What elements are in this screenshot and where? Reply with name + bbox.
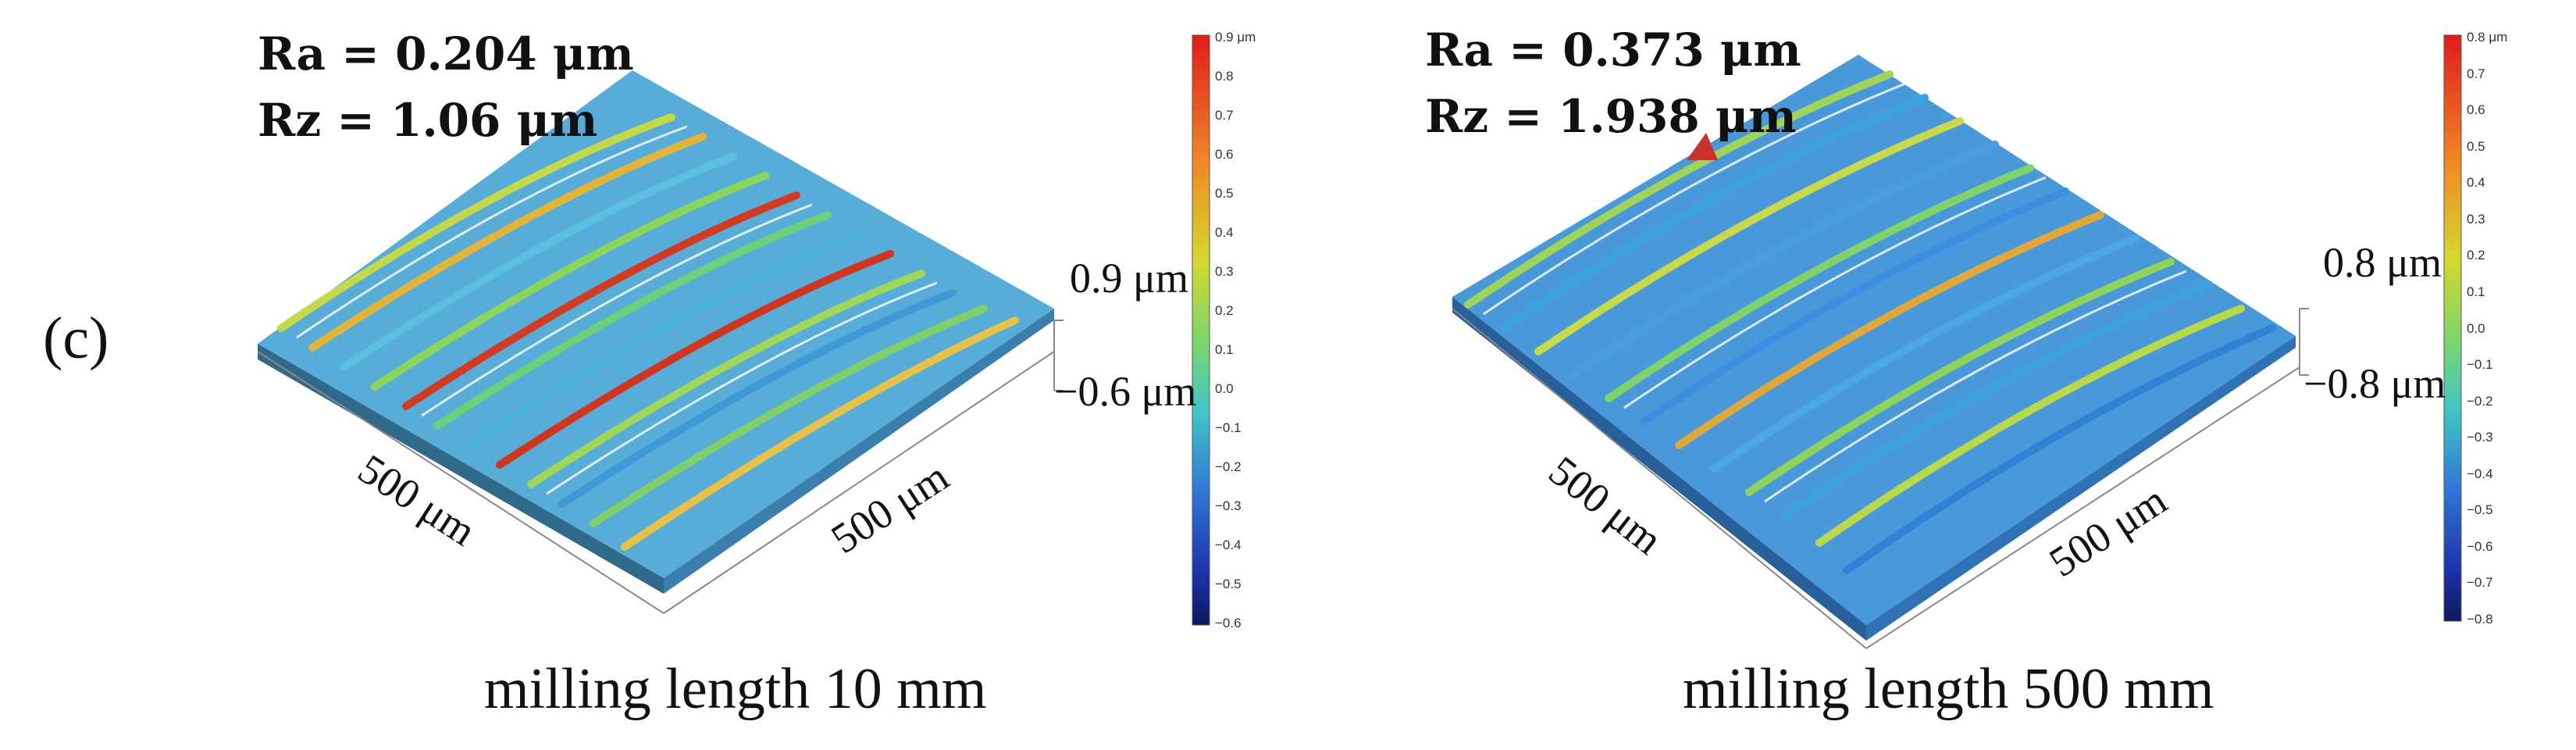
- axis-y-label-left: 500 μm: [823, 453, 957, 562]
- colorbar-tick: 0.5: [1215, 186, 1234, 201]
- colorbar-tick: −0.2: [1215, 459, 1242, 474]
- z-bottom-label-left: −0.6 μm: [1054, 368, 1197, 415]
- ra-value-left: Ra = 0.204 μm: [258, 27, 634, 80]
- colorbar-tick: −0.8: [2467, 612, 2493, 627]
- rz-value-left: Rz = 1.06 μm: [258, 94, 598, 147]
- colorbar-tick: 0.7: [2467, 66, 2485, 81]
- colorbar-tick: −0.4: [2467, 466, 2493, 481]
- colorbar-tick: 0.5: [2467, 138, 2485, 154]
- colorbar-tick: −0.5: [2467, 502, 2493, 518]
- rz-value-right: Rz = 1.938 μm: [1425, 90, 1797, 143]
- colorbar-tick: 0.9 μm: [1215, 30, 1256, 45]
- z-top-label-left: 0.9 μm: [1070, 255, 1188, 302]
- colorbar-tick: 0.2: [1215, 303, 1234, 318]
- colorbar-tick: −0.3: [2467, 430, 2493, 445]
- colorbar-tick: 0.8: [1215, 69, 1234, 84]
- colorbar-tick: −0.5: [1215, 577, 1242, 591]
- axes-right: [1452, 308, 2309, 649]
- surface-left: [258, 70, 1054, 594]
- colorbar-left: [1192, 34, 1210, 626]
- colorbar-tick: 0.0: [2467, 320, 2485, 336]
- colorbar-tick: 0.6: [2467, 102, 2485, 118]
- colorbar-tick: −0.2: [2467, 393, 2493, 409]
- z-top-label-right: 0.8 μm: [2323, 239, 2442, 286]
- colorbar-tick: −0.6: [2467, 538, 2493, 554]
- colorbar-tick: −0.1: [2467, 357, 2493, 373]
- z-bottom-label-right: −0.8 μm: [2303, 360, 2446, 407]
- colorbar-tick: 0.7: [1215, 108, 1234, 123]
- colorbar-tick: 0.3: [2467, 211, 2485, 227]
- colorbar-tick: 0.0: [1215, 381, 1234, 396]
- caption-left: milling length 10 mm: [484, 657, 987, 721]
- colorbar-right: [2443, 34, 2462, 622]
- colorbar-tick: −0.1: [1215, 420, 1242, 435]
- colorbar-tick: −0.6: [1215, 616, 1242, 630]
- colorbar-tick: 0.8 μm: [2467, 30, 2508, 45]
- caption-right: milling length 500 mm: [1683, 657, 2214, 721]
- colorbar-tick: 0.4: [2467, 175, 2485, 191]
- colorbar-tick: 0.3: [1215, 264, 1234, 279]
- panel-label: (c): [43, 305, 109, 371]
- colorbar-tick: −0.7: [2467, 575, 2493, 591]
- colorbar-tick: 0.1: [2467, 284, 2485, 299]
- surface-right: [1452, 55, 2296, 641]
- ra-value-right: Ra = 0.373 μm: [1425, 23, 1801, 77]
- colorbar-tick: 0.6: [1215, 147, 1234, 162]
- colorbar-tick: −0.4: [1215, 538, 1242, 552]
- colorbar-tick: −0.3: [1215, 498, 1242, 513]
- colorbar-tick: 0.4: [1215, 225, 1234, 240]
- colorbar-tick: 0.1: [1215, 342, 1234, 357]
- axes-left: [257, 320, 1064, 614]
- colorbar-tick: 0.2: [2467, 248, 2485, 263]
